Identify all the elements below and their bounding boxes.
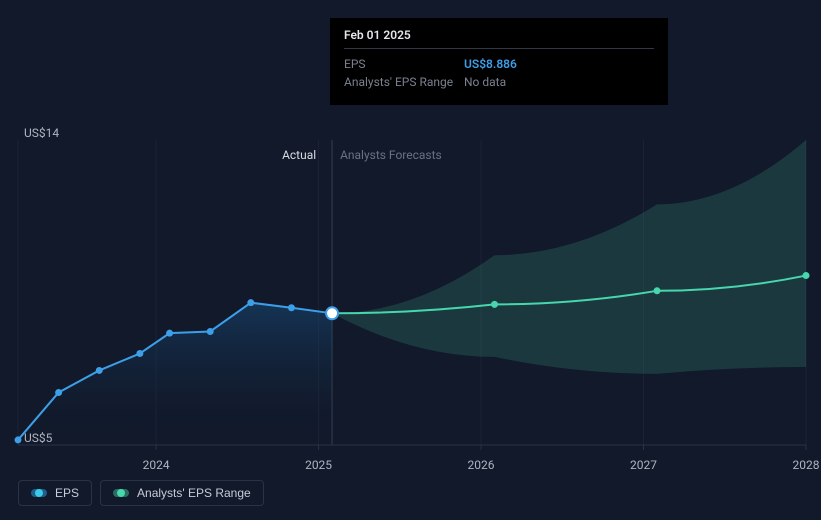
tooltip-row-eps: EPS US$8.886 [344, 55, 654, 73]
y-axis-label: US$14 [24, 126, 59, 140]
tooltip-date: Feb 01 2025 [344, 28, 654, 42]
y-axis-label: US$5 [24, 431, 52, 445]
tooltip-label-eps: EPS [344, 55, 464, 73]
x-axis-label: 2026 [468, 458, 495, 472]
legend-swatch-range [113, 489, 129, 497]
tooltip-label-range: Analysts' EPS Range [344, 73, 464, 91]
x-axis-label: 2024 [143, 458, 170, 472]
chart-tooltip: Feb 01 2025 EPS US$8.886 Analysts' EPS R… [330, 18, 668, 105]
chart-legend: EPS Analysts' EPS Range [18, 480, 264, 506]
section-label-forecast: Analysts Forecasts [340, 148, 442, 162]
tooltip-value-range: No data [464, 73, 506, 91]
legend-item-eps[interactable]: EPS [18, 480, 92, 506]
section-label-actual: Actual [282, 148, 316, 162]
legend-label-eps: EPS [55, 486, 79, 500]
tooltip-divider [344, 48, 654, 49]
legend-label-range: Analysts' EPS Range [137, 486, 251, 500]
tooltip-value-eps: US$8.886 [464, 55, 517, 73]
legend-swatch-eps [31, 489, 47, 497]
x-axis-label: 2025 [305, 458, 332, 472]
eps-forecast-chart: Feb 01 2025 EPS US$8.886 Analysts' EPS R… [0, 0, 821, 520]
x-axis-label: 2028 [793, 458, 820, 472]
tooltip-row-range: Analysts' EPS Range No data [344, 73, 654, 91]
x-axis-label: 2027 [630, 458, 657, 472]
legend-item-range[interactable]: Analysts' EPS Range [100, 480, 264, 506]
